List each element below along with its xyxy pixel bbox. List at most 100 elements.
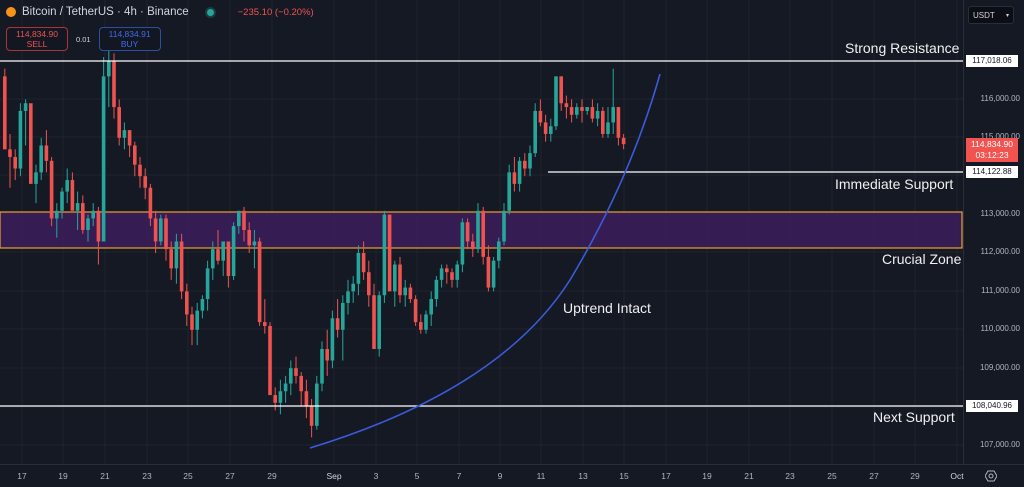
price-axis[interactable] xyxy=(963,0,1024,464)
candle-body xyxy=(320,349,324,384)
candle-body xyxy=(434,279,439,300)
candle-body xyxy=(216,249,220,261)
candle-body xyxy=(315,383,319,426)
candle-body xyxy=(361,253,366,273)
time-axis-label: Sep xyxy=(326,471,342,481)
candle-body xyxy=(517,160,522,184)
candle-body xyxy=(601,110,605,134)
candle-body xyxy=(450,272,454,280)
time-axis-label: 21 xyxy=(100,471,110,481)
price-axis-label: 115,000.00 xyxy=(980,132,1020,141)
time-axis-label: 29 xyxy=(910,471,920,481)
candle-body xyxy=(221,241,225,261)
candle-body xyxy=(205,268,210,300)
candle-body xyxy=(455,264,459,280)
candle-body xyxy=(164,218,168,250)
strong-resistance-price-tag: 117,018.06 xyxy=(966,55,1018,67)
candle-body xyxy=(304,391,309,407)
candle-body xyxy=(8,149,12,157)
symbol-title[interactable]: Bitcoin / TetherUS · 4h · Binance xyxy=(22,6,189,18)
buy-button[interactable]: 114,834.91 BUY xyxy=(98,27,161,51)
candlestick-chart[interactable] xyxy=(0,0,963,464)
next-support-price-tag: 108,040.96 xyxy=(966,400,1018,412)
candle-body xyxy=(351,283,355,292)
price-change: −235.10 (−0.20%) xyxy=(237,6,314,18)
time-axis-label: 21 xyxy=(744,471,754,481)
candle-body xyxy=(148,187,153,219)
candle-body xyxy=(419,322,423,330)
candle-body xyxy=(44,145,49,161)
candle-body xyxy=(554,76,558,127)
candle-body xyxy=(263,322,267,326)
time-axis-label: 19 xyxy=(58,471,68,481)
time-axis-label: 11 xyxy=(536,471,546,481)
time-axis-label: 15 xyxy=(619,471,629,481)
candle-body xyxy=(200,299,205,311)
candle-body xyxy=(523,160,527,169)
sell-button[interactable]: 114,834.90 SELL xyxy=(6,27,68,51)
candle-body xyxy=(252,241,257,246)
candle-body xyxy=(185,291,189,315)
immediate-support-price-tag: 114,122.88 xyxy=(966,166,1018,178)
candle-body xyxy=(481,210,485,257)
candle-body xyxy=(122,130,127,138)
candle-body xyxy=(367,272,371,296)
trade-panel: 114,834.90 SELL 0.01 114,834.91 BUY xyxy=(6,27,161,51)
candle-body xyxy=(387,214,392,292)
time-axis[interactable] xyxy=(0,464,1024,487)
candle-body xyxy=(325,349,329,361)
candle-body xyxy=(372,295,376,349)
market-open-icon xyxy=(206,8,214,16)
time-axis-label: 3 xyxy=(373,471,379,481)
candle-body xyxy=(564,103,569,108)
candle-body xyxy=(3,76,7,150)
candle-body xyxy=(143,176,147,188)
candle-body xyxy=(117,107,121,138)
candle-body xyxy=(112,61,116,108)
candle-body xyxy=(580,107,584,111)
candle-body xyxy=(159,218,163,242)
candle-body xyxy=(502,210,506,242)
uptrend-label: Uptrend Intact xyxy=(563,300,651,316)
candle-body xyxy=(96,210,101,242)
candle-body xyxy=(242,210,246,230)
currency-select[interactable]: USDT ▾ xyxy=(968,6,1014,24)
candle-body xyxy=(247,229,251,246)
candle-body xyxy=(60,191,64,211)
candle-body xyxy=(538,110,543,123)
candle-body xyxy=(512,172,517,184)
candle-body xyxy=(91,210,95,219)
time-axis-label: 23 xyxy=(785,471,795,481)
candle-body xyxy=(330,318,335,361)
candle-body xyxy=(153,218,158,242)
price-axis-label: 112,000.00 xyxy=(980,247,1020,256)
settings-gear-icon[interactable] xyxy=(985,470,997,482)
chart-area[interactable] xyxy=(0,0,963,464)
time-axis-label: 17 xyxy=(17,471,27,481)
candle-body xyxy=(49,160,54,219)
candle-body xyxy=(283,383,288,392)
candle-body xyxy=(13,157,17,169)
candle-body xyxy=(497,241,501,261)
candle-body xyxy=(190,314,194,330)
time-axis-label: 29 xyxy=(267,471,277,481)
candle-body xyxy=(81,203,85,230)
candle-body xyxy=(476,210,480,250)
bar-countdown: 03:12:23 xyxy=(975,150,1009,160)
candle-body xyxy=(465,222,470,242)
time-axis-label: 13 xyxy=(578,471,588,481)
candle-body xyxy=(445,268,449,273)
candle-body xyxy=(413,299,418,323)
time-axis-label: 17 xyxy=(661,471,671,481)
candle-body xyxy=(585,107,589,111)
candle-body xyxy=(179,241,184,292)
time-axis-label: 27 xyxy=(225,471,235,481)
price-axis-label: 113,000.00 xyxy=(980,209,1020,218)
candle-body xyxy=(231,226,236,277)
candle-body xyxy=(273,395,277,403)
candle-body xyxy=(268,325,272,396)
candle-body xyxy=(101,76,106,242)
candle-body xyxy=(169,249,173,269)
price-axis-label: 107,000.00 xyxy=(979,440,1020,449)
bitcoin-icon xyxy=(6,7,16,17)
